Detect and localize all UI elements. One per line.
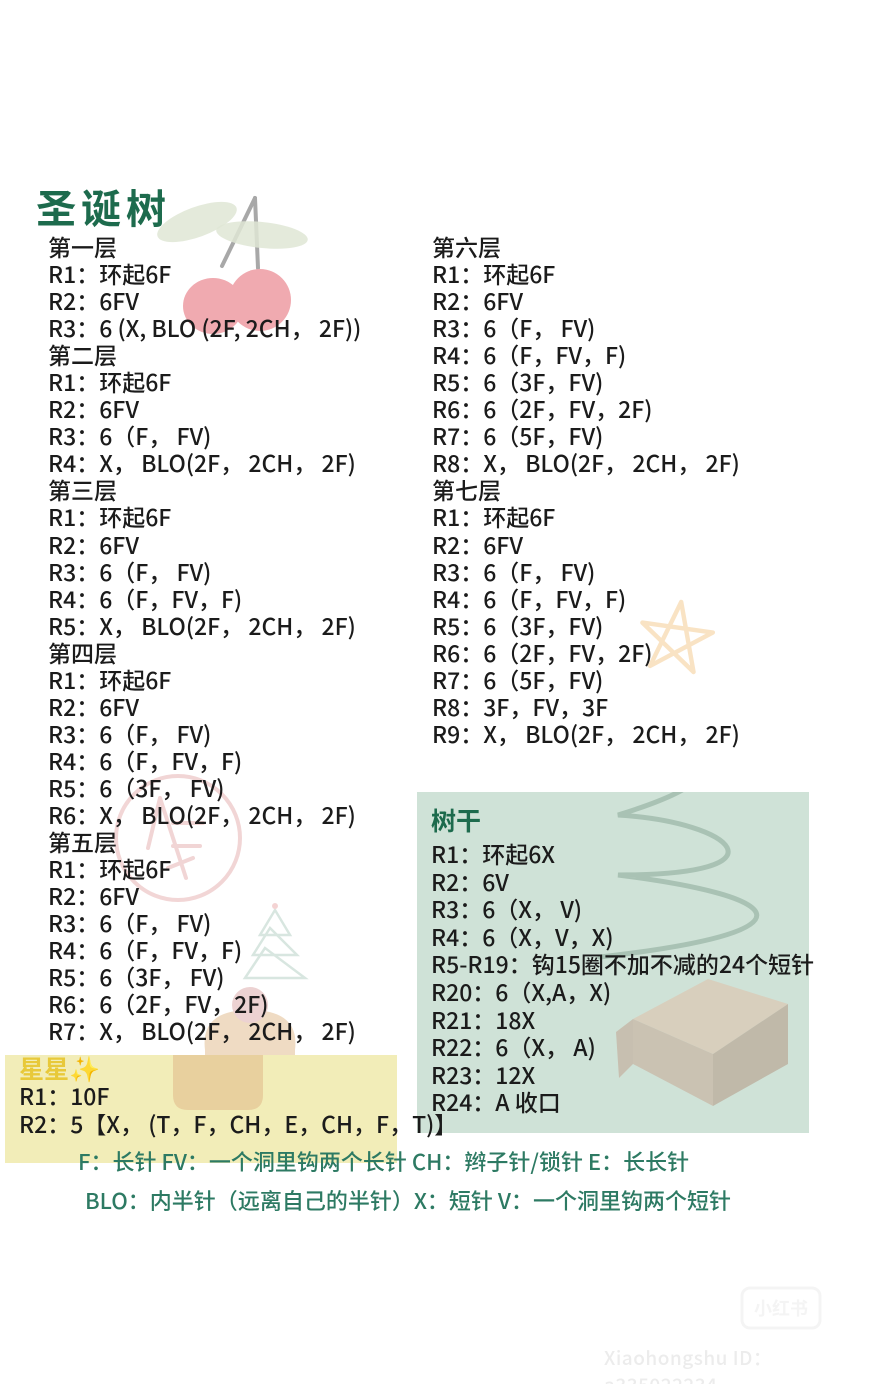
svg-text:小红书: 小红书 — [754, 1295, 808, 1321]
